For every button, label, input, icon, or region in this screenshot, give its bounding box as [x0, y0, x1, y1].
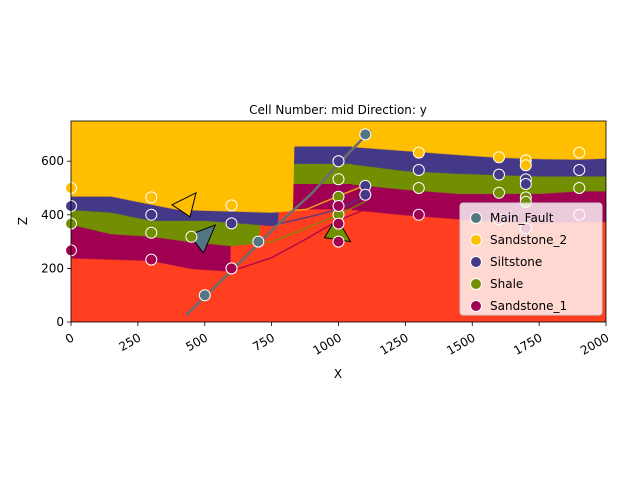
x-tick-label: 1250: [377, 330, 410, 357]
point-sandstone_2: [412, 146, 425, 159]
point-sandstone_2: [493, 151, 505, 164]
x-axis-label: X: [334, 367, 342, 381]
legend-label: Shale: [490, 277, 523, 291]
point-siltstone: [359, 188, 372, 201]
y-tick-label: 200: [41, 261, 64, 275]
orientation-arrow: [188, 224, 217, 254]
x-tick-label: 0: [63, 330, 77, 346]
legend-marker: [470, 256, 482, 268]
legend: Main_Fault Sandstone_2 Siltstone Shale Sands…: [459, 202, 603, 316]
legend-label: Sandstone_1: [490, 299, 567, 313]
point-shale: [185, 230, 198, 243]
y-tick-label: 600: [41, 154, 64, 168]
point-sandstone_2: [225, 199, 238, 212]
point-siltstone: [519, 178, 532, 190]
point-sandstone_1: [332, 200, 345, 212]
x-tick-label: 500: [183, 330, 210, 354]
point-siltstone: [332, 155, 345, 168]
boundary-shale: [71, 200, 366, 247]
point-sandstone_1: [225, 262, 238, 275]
point-sandstone_1: [145, 253, 158, 266]
point-sandstone_1: [332, 217, 345, 230]
x-tick-label: 250: [117, 330, 144, 354]
layer-sandstone_2: [71, 121, 606, 213]
y-tick-label: 0: [56, 315, 64, 329]
legend-label: Sandstone_2: [490, 233, 567, 247]
point-sandstone_1: [332, 235, 345, 248]
boundary-siltstone: [71, 195, 366, 227]
point-sandstone_2: [573, 146, 586, 159]
legend-marker: [470, 212, 482, 224]
point-main_fault: [198, 289, 211, 302]
fault-trace: [185, 129, 372, 317]
y-axis-label: Z: [16, 217, 30, 225]
chart-title: Cell Number: mid Direction: y: [249, 103, 427, 117]
x-tick-label: 750: [250, 330, 277, 354]
point-shale: [412, 182, 425, 194]
point-shale: [493, 186, 505, 199]
y-axis-ticks: 0 200 400 600: [41, 154, 71, 329]
point-main_fault: [359, 128, 372, 141]
y-tick-label: 400: [41, 208, 64, 222]
legend-marker: [470, 234, 482, 246]
legend-box: [459, 202, 603, 316]
point-siltstone: [573, 164, 586, 176]
point-shale: [332, 173, 345, 186]
point-main_fault: [252, 235, 265, 248]
x-tick-label: 2000: [578, 330, 611, 357]
point-sandstone_2: [519, 159, 532, 172]
orientation-arrow: [171, 191, 197, 218]
point-siltstone: [493, 168, 505, 181]
legend-marker: [470, 278, 482, 290]
x-axis-ticks: 0 250 500 750 1000 1250 1500 1750 2000: [63, 322, 612, 358]
fault-line: [185, 129, 372, 317]
point-sandstone_1: [412, 208, 425, 221]
x-tick-label: 1750: [511, 330, 544, 357]
point-shale: [145, 226, 158, 239]
point-siltstone: [145, 208, 158, 221]
point-sandstone_2: [145, 191, 158, 204]
point-shale: [573, 182, 586, 194]
point-siltstone: [412, 164, 425, 176]
legend-label: Main_Fault: [490, 211, 554, 225]
x-tick-label: 1500: [444, 330, 477, 357]
legend-marker: [470, 300, 482, 312]
point-siltstone: [225, 217, 238, 230]
legend-label: Siltstone: [490, 255, 542, 269]
x-tick-label: 1000: [311, 330, 344, 357]
plot-area: [65, 120, 607, 323]
